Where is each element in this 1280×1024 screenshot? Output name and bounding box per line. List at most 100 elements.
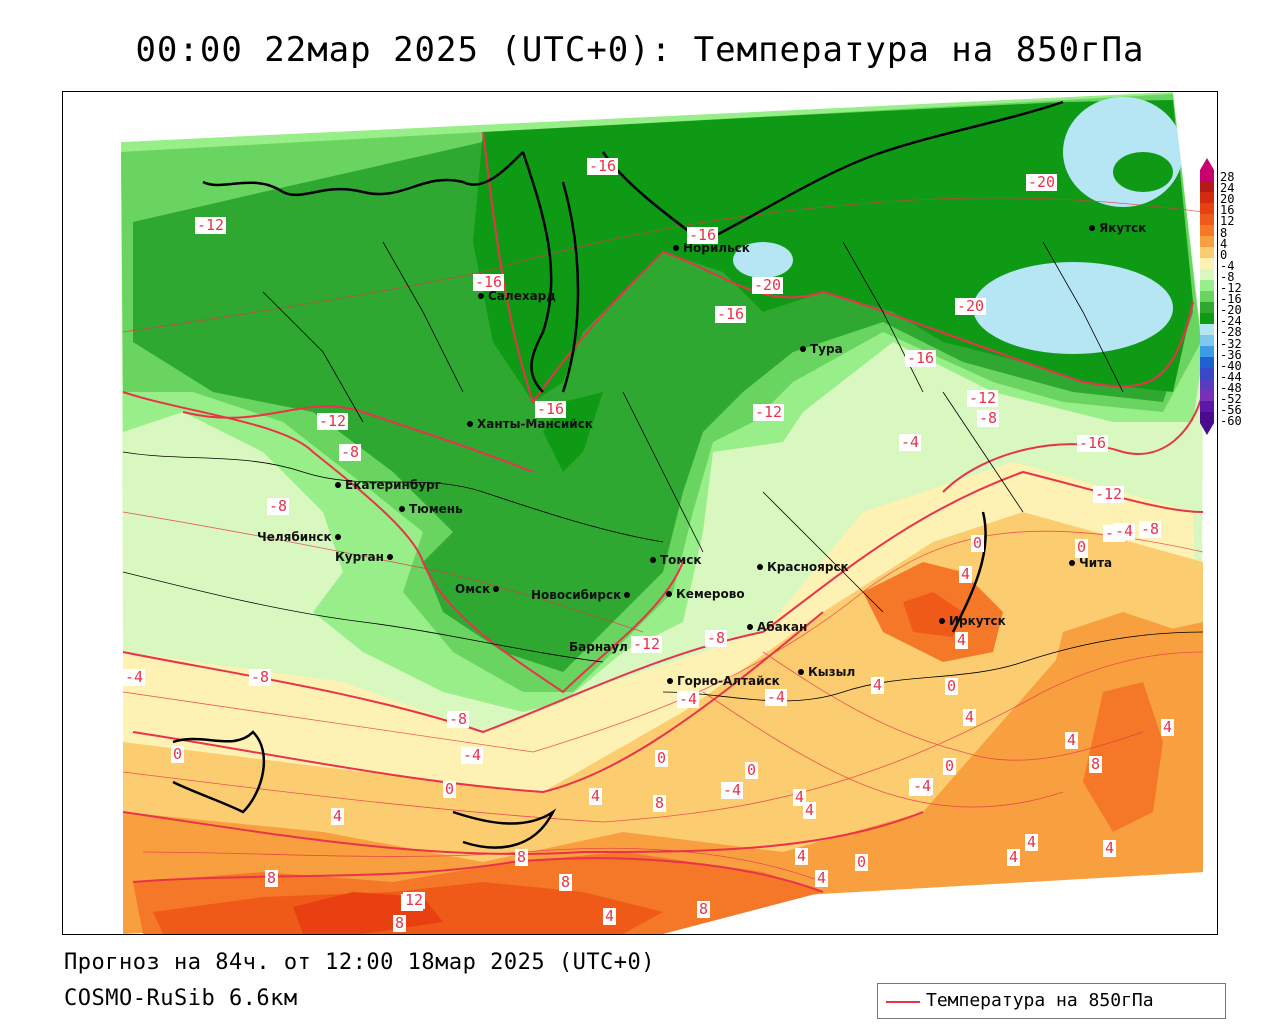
contour-label: -4 (911, 777, 934, 795)
contour-label: 4 (1103, 839, 1117, 857)
legend-label: Температура на 850гПа (926, 990, 1154, 1011)
contour-label: -20 (955, 297, 987, 315)
colorbar-tick-label: -4 (1220, 258, 1235, 273)
legend: Температура на 850гПа (877, 983, 1226, 1019)
contour-label: -16 (687, 226, 719, 244)
contour-label: 4 (603, 907, 617, 925)
colorbar-tick-label: 0 (1220, 247, 1228, 262)
colorbar-tick-label: -12 (1220, 281, 1242, 295)
contour-label: -16 (535, 400, 567, 418)
colorbar-tick-label: -40 (1220, 358, 1242, 373)
contour-label: 4 (955, 631, 969, 649)
contour-label: 8 (653, 794, 667, 812)
colorbar-segment (1200, 236, 1214, 247)
contour-label: 4 (959, 565, 973, 583)
contour-label: 0 (971, 534, 985, 552)
contour-label: -12 (967, 389, 999, 407)
colorbar-tick-label: 16 (1220, 203, 1235, 218)
colorbar-tick-label: -60 (1220, 414, 1242, 429)
city-label-chita: Чита (1069, 556, 1112, 570)
model-name: COSMO-RuSib 6.6км (64, 986, 298, 1011)
contour-label: -12 (195, 216, 227, 234)
city-label-salekhard: Салехард (478, 289, 556, 303)
contour-label: 4 (589, 787, 603, 805)
colorbar-tick-label: 28 (1220, 170, 1235, 184)
colorbar-segment (1200, 346, 1214, 357)
colorbar-tick-label: 12 (1220, 214, 1235, 229)
city-label-chelyabinsk: Челябинск (257, 530, 345, 544)
colorbar-tick-label: -8 (1220, 269, 1235, 284)
colorbar-tick-label: 20 (1220, 192, 1235, 207)
city-label-yekaterinburg: Екатеринбург (335, 478, 441, 492)
contour-label: 0 (745, 761, 759, 779)
colorbar-segment (1200, 302, 1214, 313)
legend-line-swatch (886, 1001, 920, 1003)
contour-label: -4 (899, 433, 922, 451)
contour-label: 4 (963, 708, 977, 726)
contour-label: -8 (267, 497, 290, 515)
city-label-omsk: Омск (455, 582, 503, 596)
colorbar-tick-label: -24 (1220, 314, 1242, 329)
contour-label: -8 (1139, 520, 1162, 538)
colorbar-segment (1200, 390, 1214, 401)
colorbar-tick-label: -36 (1220, 347, 1242, 362)
map-title: 00:00 22мар 2025 (UTC+0): Температура на… (135, 30, 1145, 70)
colorbar-top-arrow (1200, 158, 1214, 170)
contour-label: -12 (1093, 485, 1125, 503)
contour-label: 0 (171, 745, 185, 763)
contour-label: 8 (559, 873, 573, 891)
contour-label: 8 (697, 900, 711, 918)
contour-label: 0 (855, 853, 869, 871)
contour-label: 0 (943, 757, 957, 775)
colorbar-segment (1200, 368, 1214, 379)
contour-label: -16 (905, 349, 937, 367)
city-label-krasnoyarsk: Красноярск (757, 560, 849, 574)
contour-label: 4 (1007, 848, 1021, 866)
contour-label: 4 (1025, 833, 1039, 851)
map-fields (63, 92, 1217, 934)
city-label-tura: Тура (800, 342, 843, 356)
colorbar-segment (1200, 269, 1214, 280)
colorbar (1200, 158, 1214, 435)
colorbar-tick-label: -52 (1220, 392, 1242, 406)
city-label-yakutsk: Якутск (1089, 221, 1146, 235)
contour-label: -4 (123, 668, 146, 686)
contour-label: 8 (393, 914, 407, 932)
colorbar-segment (1200, 181, 1214, 192)
contour-label: -8 (249, 668, 272, 686)
city-label-gorno-altaysk: Горно-Алтайск (667, 674, 780, 688)
contour-label: 8 (265, 869, 279, 887)
colorbar-segment (1200, 335, 1214, 346)
colorbar-bottom-arrow (1200, 423, 1214, 435)
colorbar-tick-label: -44 (1220, 369, 1242, 384)
colorbar-tick-label: -56 (1220, 403, 1242, 418)
colorbar-tick-label: -16 (1220, 292, 1242, 307)
contour-label: 0 (945, 677, 959, 695)
contour-label: -4 (765, 688, 788, 706)
contour-label: 4 (1161, 718, 1175, 736)
contour-label: -20 (752, 276, 784, 294)
colorbar-segment (1200, 313, 1214, 324)
colorbar-segment (1200, 401, 1214, 412)
contour-label: 0 (655, 749, 669, 767)
contour-label: 4 (331, 807, 345, 825)
contour-label: -16 (473, 273, 505, 291)
contour-label: 4 (803, 801, 817, 819)
contour-label: 4 (793, 788, 807, 806)
contour-label: 0 (1075, 538, 1089, 556)
city-label-tyumen: Тюмень (399, 502, 463, 516)
contour-label: -16 (715, 305, 747, 323)
city-label-kyzyl: Кызыл (798, 665, 855, 679)
contour-label: -4 (461, 746, 484, 764)
colorbar-segment (1200, 379, 1214, 390)
contour-label: -4 (677, 690, 700, 708)
city-label-khanty-mansiysk: Ханты-Мансийск (467, 417, 593, 431)
colorbar-segment (1200, 225, 1214, 236)
contour-label: -16 (587, 157, 619, 175)
contour-label: 12 (403, 891, 426, 909)
contour-label: -12 (317, 412, 349, 430)
city-label-tomsk: Томск (650, 553, 702, 567)
contour-label: -8 (977, 409, 1000, 427)
contour-label: -8 (447, 710, 470, 728)
contour-label: -4 (721, 781, 744, 799)
